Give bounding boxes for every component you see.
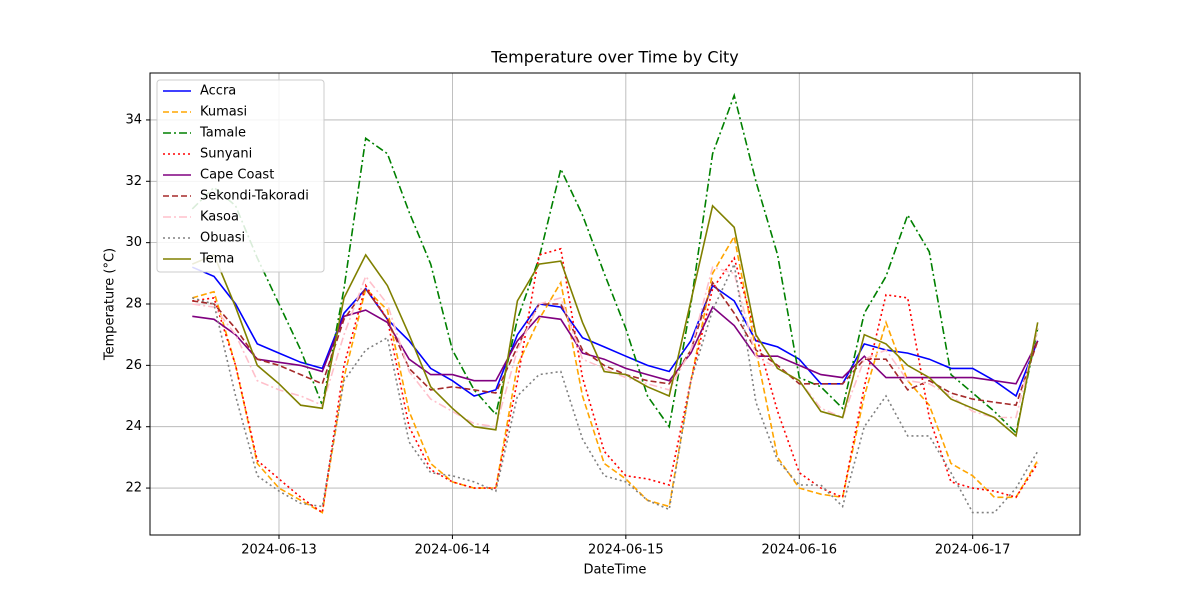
series-line [191, 204, 1039, 438]
legend-label: Sunyani [200, 147, 252, 162]
series-line [192, 234, 1039, 514]
x-axis-label: DateTime [584, 563, 647, 578]
series-line [192, 266, 1039, 428]
y-tick-label: 22 [125, 481, 142, 496]
legend-label: Obuasi [200, 231, 245, 246]
series-line [191, 92, 1039, 435]
legend-label: Accra [200, 84, 236, 99]
series-line [192, 261, 1039, 514]
x-tick-label: 2024-06-15 [588, 543, 664, 558]
x-tick-label: 2024-06-17 [935, 543, 1011, 558]
chart-title: Temperature over Time by City [490, 48, 739, 67]
legend-box [156, 79, 325, 273]
y-axis-label: Temperature (°C) [103, 248, 118, 361]
series-line [192, 247, 1039, 515]
series-line [192, 280, 1039, 407]
legend-label: Sekondi-Takoradi [200, 189, 309, 204]
legend-label: Tema [199, 252, 234, 267]
legend-label: Tamale [199, 126, 246, 141]
y-tick-label: 32 [125, 174, 142, 189]
legend-label: Cape Coast [200, 168, 274, 183]
series-line [191, 266, 1039, 398]
y-tick-label: 34 [125, 112, 142, 127]
y-tick-label: 30 [125, 235, 142, 250]
legend-label: Kumasi [200, 105, 247, 120]
y-tick-label: 26 [125, 358, 142, 373]
y-tick-label: 24 [125, 419, 142, 434]
y-tick-label: 28 [125, 297, 142, 312]
plot-frame [149, 72, 1081, 536]
x-tick-label: 2024-06-16 [761, 543, 837, 558]
x-tick-label: 2024-06-14 [415, 543, 491, 558]
x-tick-label: 2024-06-13 [241, 543, 317, 558]
legend: Accra Kumasi Tamale Sunyani Cape Coast Sekond… [156, 79, 325, 273]
series-line [192, 305, 1039, 385]
legend-label: Kasoa [200, 210, 239, 225]
